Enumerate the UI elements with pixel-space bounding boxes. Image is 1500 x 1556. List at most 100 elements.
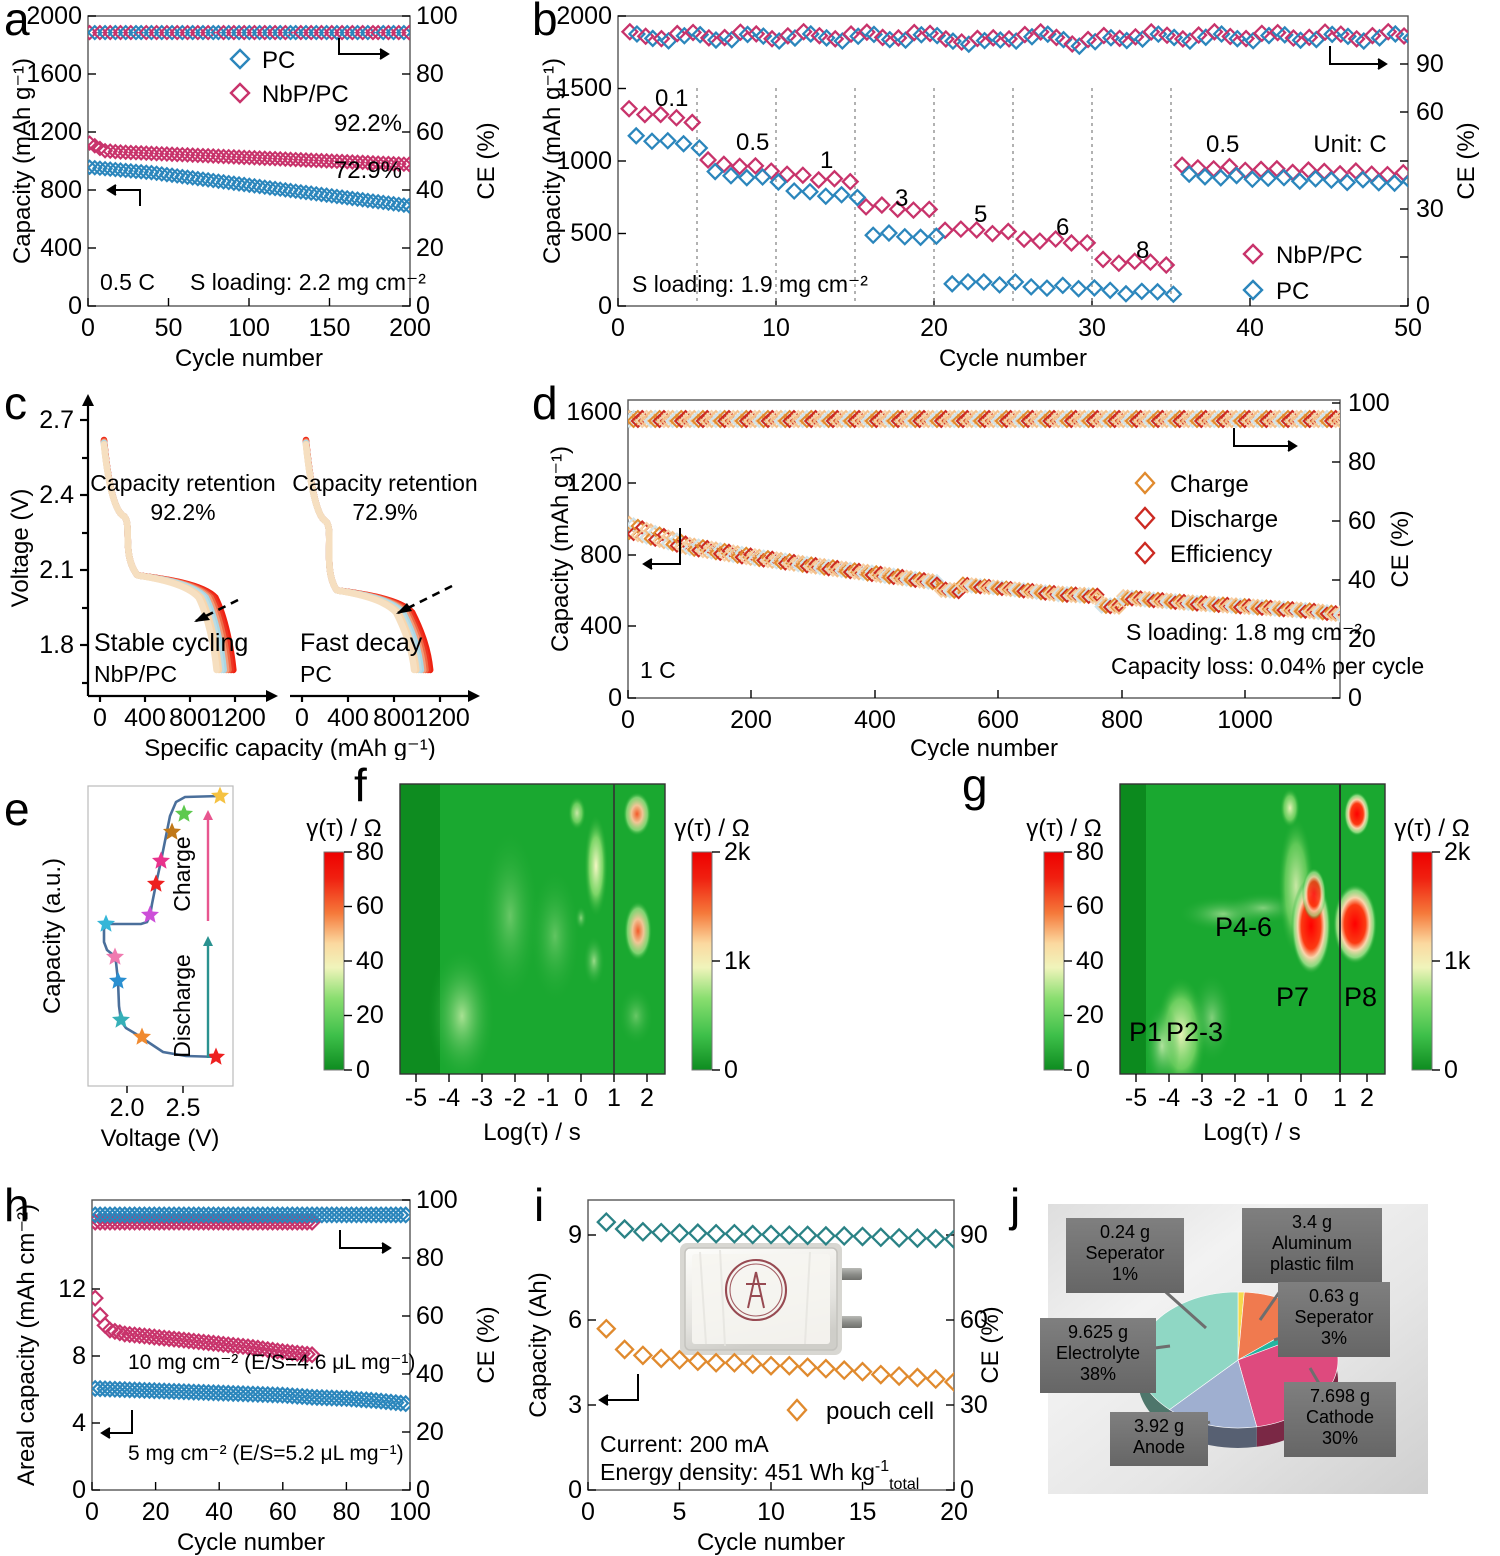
g-xtick--3: -3 <box>1191 1084 1213 1112</box>
a-annot-pc: 72.9% <box>334 157 402 184</box>
legend-label-nbppc-b: NbP/PC <box>1276 242 1363 269</box>
data-marker <box>138 164 155 181</box>
data-marker <box>920 575 936 590</box>
data-marker <box>339 24 356 41</box>
data-marker <box>179 24 196 41</box>
data-marker <box>737 168 756 187</box>
a-ytick-r-40: 40 <box>416 176 444 204</box>
data-marker <box>1042 586 1058 602</box>
data-marker <box>349 154 366 171</box>
data-marker <box>990 581 1006 596</box>
data-marker <box>251 24 268 41</box>
star-marker <box>108 971 128 989</box>
callout-separator-1-line-0: 0.24 g <box>1100 1222 1150 1242</box>
data-marker <box>169 24 186 41</box>
callout-separator-2 <box>1278 1282 1390 1357</box>
legend-marker-nbppc <box>229 82 251 104</box>
data-marker <box>200 24 217 41</box>
data-marker <box>210 24 227 41</box>
data-marker <box>231 149 248 166</box>
data-marker <box>246 24 263 41</box>
data-marker <box>117 144 134 161</box>
data-marker <box>1302 604 1318 620</box>
data-marker <box>239 1338 257 1356</box>
data-marker <box>1079 30 1098 49</box>
callout-separator-2-line-2: 3% <box>1321 1328 1347 1348</box>
data-marker <box>1315 605 1331 621</box>
data-marker <box>889 28 908 47</box>
data-marker <box>946 584 962 600</box>
data-marker <box>395 24 410 41</box>
i-ytick-r-30: 30 <box>960 1391 988 1419</box>
data-marker <box>904 201 923 220</box>
c-ytick-1.8: 1.8 <box>39 631 74 659</box>
data-marker <box>857 23 876 42</box>
data-marker <box>1291 31 1310 50</box>
panel-b-plot: 0 500 1000 1500 2000 0 30 60 90 0 10 20 … <box>539 2 1480 372</box>
c-left-decay-arrow <box>195 598 239 623</box>
data-marker <box>907 1367 928 1388</box>
data-marker <box>1204 159 1223 178</box>
data-marker <box>1193 597 1209 613</box>
panel-g: g γ(τ) / Ω <box>940 762 1500 1164</box>
panel-a: a 0 400 800 1200 1600 2000 0 20 <box>0 0 520 372</box>
pie-slice[interactable] <box>1169 1359 1258 1429</box>
panel-c-label: c <box>4 377 27 429</box>
data-marker <box>362 1391 380 1410</box>
callout-anode-line-0: 3.92 g <box>1134 1416 1184 1436</box>
e-discharge-label: Discharge <box>169 954 195 1058</box>
star-marker <box>162 822 182 840</box>
data-marker <box>287 24 304 41</box>
panel-h: h 0 4 8 12 0 20 40 60 80 100 0 <box>0 1168 520 1556</box>
data-marker <box>929 573 945 589</box>
data-marker <box>1006 272 1025 292</box>
a-legend: PC NbP/PC <box>229 47 349 108</box>
data-marker <box>1172 595 1188 611</box>
data-marker <box>1299 161 1318 180</box>
data-marker <box>651 105 670 124</box>
data-marker <box>189 147 206 164</box>
data-marker <box>268 1342 287 1360</box>
b-ytick-r-60: 60 <box>1416 98 1444 126</box>
c-right-retention-1: Capacity retention <box>292 470 477 496</box>
i-ytick-6: 6 <box>568 1306 582 1334</box>
data-marker <box>277 24 294 41</box>
data-marker <box>1267 602 1283 618</box>
g-colorbar-right <box>1411 851 1433 1071</box>
data-marker <box>1206 598 1222 613</box>
c-right-annot: Capacity retention 72.9% <box>292 470 477 525</box>
data-marker <box>1037 586 1053 602</box>
g-cbarL-40: 40 <box>1076 947 1104 975</box>
f-cbarL-40: 40 <box>356 947 384 975</box>
data-marker <box>122 162 139 179</box>
data-marker <box>1401 174 1408 188</box>
h-ytick-r-80: 80 <box>416 1244 444 1272</box>
data-marker <box>219 1336 238 1354</box>
data-marker <box>158 146 175 163</box>
data-marker <box>1332 409 1340 425</box>
panel-b-label: b <box>532 0 558 45</box>
callout-electrolyte <box>1040 1318 1156 1393</box>
d-ytick-1200: 1200 <box>566 469 622 497</box>
data-marker <box>97 142 114 159</box>
e-charge-label: Charge <box>169 836 195 911</box>
data-marker <box>1078 233 1097 252</box>
data-marker <box>1033 585 1049 601</box>
c-yaxis-label: Voltage (V) <box>7 489 34 608</box>
data-marker <box>256 150 273 167</box>
data-marker <box>234 1337 252 1356</box>
data-marker <box>107 24 124 41</box>
data-marker <box>925 575 941 591</box>
data-marker <box>1319 606 1335 622</box>
data-marker <box>1267 159 1286 178</box>
data-marker <box>1126 27 1145 46</box>
data-marker <box>706 162 725 181</box>
data-marker <box>690 138 709 158</box>
panel-f: f γ(τ) / Ω <box>300 762 770 1164</box>
d-ytick-r-20: 20 <box>1348 625 1376 653</box>
star-marker <box>132 1027 152 1045</box>
data-marker <box>797 1357 818 1378</box>
data-marker <box>632 1221 654 1242</box>
data-marker <box>120 1325 139 1344</box>
